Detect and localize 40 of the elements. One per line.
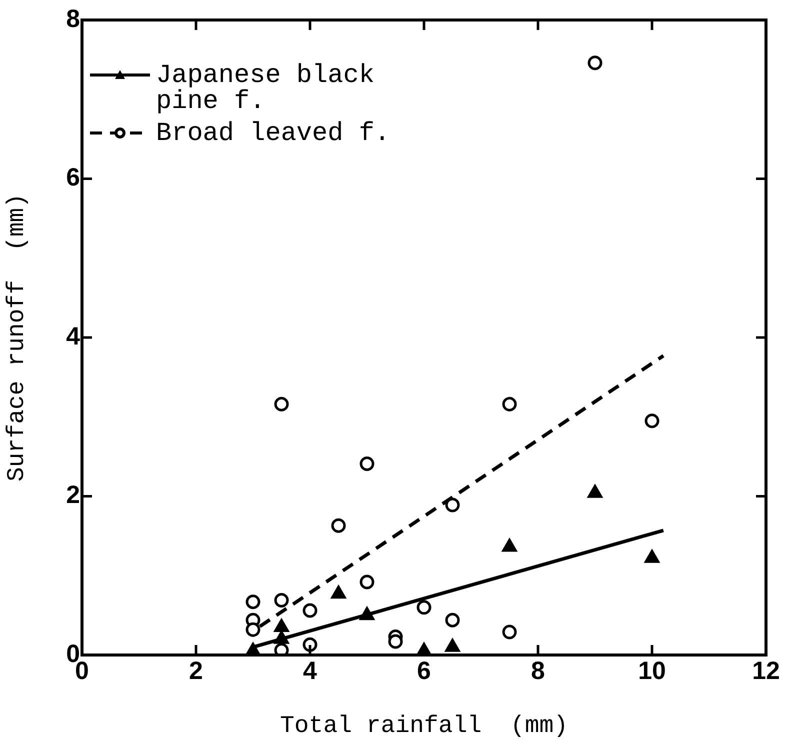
x-tick-label: 6 (417, 656, 431, 685)
y-tick-label: 8 (66, 4, 80, 33)
point (644, 550, 660, 563)
point (644, 414, 660, 428)
point (274, 592, 289, 608)
legend-label: Broad leaved f. (156, 118, 390, 148)
x-axis-title: Total rainfall (mm) (280, 712, 568, 740)
x-tick-label: 10 (638, 656, 666, 685)
point (302, 603, 318, 618)
point (502, 624, 517, 640)
point (360, 574, 374, 590)
y-axis-title: Surface runoff (mm) (4, 193, 31, 482)
point (246, 594, 260, 610)
point (331, 586, 346, 599)
point (588, 56, 602, 70)
x-tick-label: 12 (752, 656, 780, 685)
y-tick-label: 6 (66, 164, 80, 192)
point (274, 642, 289, 655)
x-tick-label: 2 (189, 656, 203, 685)
point (302, 637, 318, 652)
point (416, 600, 432, 615)
y-tick-label: 2 (66, 481, 80, 510)
point (360, 607, 374, 620)
point (274, 618, 289, 632)
x-tick-label: 4 (303, 656, 318, 685)
point (331, 518, 346, 533)
point (445, 612, 460, 628)
point (502, 538, 517, 552)
point (274, 396, 289, 412)
point (502, 396, 517, 412)
point (360, 456, 374, 471)
point (274, 630, 289, 644)
point (445, 638, 460, 652)
point (388, 634, 403, 649)
point (588, 484, 602, 498)
point (246, 622, 260, 637)
y-tick-label: 4 (66, 322, 80, 350)
legend-label: Japanese black pine f. (156, 60, 374, 116)
x-tick-label: 8 (531, 656, 546, 685)
point (445, 498, 460, 512)
